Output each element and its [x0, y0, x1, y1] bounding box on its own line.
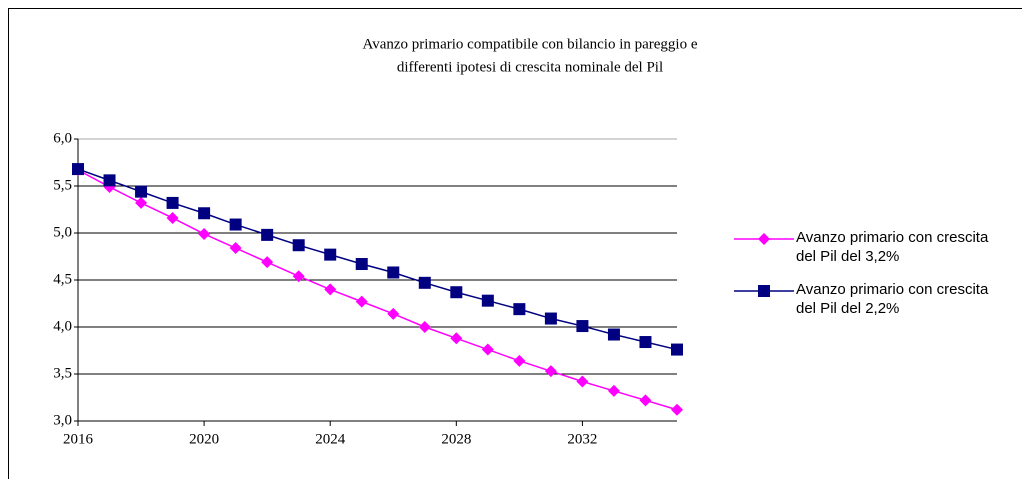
marker	[72, 163, 84, 176]
y-tick-label: 5,0	[53, 224, 72, 240]
marker	[450, 332, 463, 345]
marker	[166, 211, 179, 224]
marker	[481, 343, 494, 356]
marker	[576, 320, 589, 333]
marker	[544, 365, 557, 378]
marker	[166, 196, 179, 209]
marker	[450, 286, 463, 299]
marker	[481, 294, 494, 307]
legend-label: Avanzo primario con crescita del Pil del…	[796, 281, 989, 317]
marker	[639, 336, 652, 349]
marker	[261, 256, 274, 269]
y-tick-label: 4,0	[53, 318, 72, 334]
marker	[229, 218, 242, 231]
legend-swatch	[734, 233, 794, 245]
marker	[198, 227, 211, 240]
y-tick-label: 4,5	[53, 271, 72, 287]
x-tick-label: 2024	[315, 431, 346, 447]
marker	[639, 394, 652, 407]
legend-swatch	[734, 285, 794, 297]
marker	[292, 239, 305, 252]
marker	[513, 354, 526, 367]
chart-frame	[8, 8, 1022, 479]
marker	[758, 285, 770, 297]
marker	[135, 196, 148, 209]
marker	[103, 174, 116, 187]
chart-title: Avanzo primario compatibile con bilancio…	[362, 36, 697, 52]
marker	[671, 343, 683, 356]
marker	[387, 307, 400, 320]
marker	[261, 228, 274, 241]
marker	[135, 185, 148, 198]
marker	[671, 403, 683, 416]
marker	[418, 321, 431, 333]
marker	[387, 266, 400, 279]
marker	[418, 276, 431, 289]
marker	[355, 258, 368, 271]
marker	[576, 375, 589, 388]
marker	[324, 283, 337, 296]
marker	[607, 384, 620, 397]
y-tick-label: 3,0	[53, 412, 72, 428]
marker	[513, 303, 526, 316]
marker	[544, 312, 557, 325]
legend: Avanzo primario con crescita del Pil del…	[732, 228, 1017, 332]
y-tick-label: 5,5	[53, 177, 72, 193]
y-tick-label: 3,5	[53, 365, 72, 381]
legend-item: Avanzo primario con crescita del Pil del…	[732, 228, 1017, 266]
x-tick-label: 2016	[63, 431, 94, 447]
marker	[198, 207, 211, 220]
chart-title: differenti ipotesi di crescita nominale …	[397, 59, 663, 75]
marker	[292, 270, 305, 283]
legend-label: Avanzo primario con crescita del Pil del…	[796, 229, 989, 265]
legend-item: Avanzo primario con crescita del Pil del…	[732, 280, 1017, 318]
marker	[758, 233, 770, 245]
marker	[324, 248, 337, 261]
marker	[355, 295, 368, 308]
x-tick-label: 2028	[441, 431, 471, 447]
series-line	[77, 169, 678, 411]
y-tick-label: 6,0	[53, 130, 72, 146]
marker	[229, 242, 242, 255]
x-tick-label: 2032	[567, 431, 597, 447]
marker	[607, 328, 620, 341]
x-tick-label: 2020	[189, 431, 219, 447]
